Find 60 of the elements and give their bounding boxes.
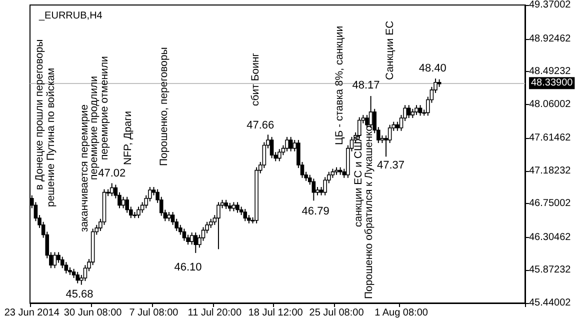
candlestick [194,232,198,254]
annotation: 48.17 [352,80,380,92]
x-tick-label: 1 Aug 08:00 [374,308,428,318]
candlestick [216,202,220,250]
annotation: в Донецке прошли переговоры [34,39,46,190]
annotation: 48.40 [418,62,446,74]
x-tick-label: 30 Jun 08:00 [64,308,122,318]
y-tick-label: 46.75002 [529,198,572,210]
annotation: сбит Боинг [250,52,262,106]
candlestick [285,136,289,152]
annotation: Порошенко обратился к Лукашенко [362,125,375,299]
candlestick [406,104,411,118]
candlestick [224,199,228,210]
annotation: 45.68 [66,288,94,300]
y-tick-label: 48.92462 [529,33,572,44]
annotation: ЦБ - ставка 8%, санкции [333,26,346,145]
candlestick [52,252,57,269]
annotation: перемирие отменили [98,56,110,160]
candlestick [410,108,415,118]
x-tick-label: 11 Jul 20:00 [188,308,242,318]
annotation: 46.79 [302,206,330,218]
annotation: Санкции ЕС [384,20,396,80]
x-tick-label: 18 Jul 12:00 [248,308,304,318]
y-tick-label: 48.49232 [529,66,572,78]
candlestick [414,104,418,116]
annotation: 47.37 [377,160,405,172]
x-tick-label: 25 Jul 08:00 [309,308,364,318]
candlestick [136,206,140,219]
x-tick-label: 23 Jun 2014 [4,308,60,318]
y-tick-label: 48.06002 [529,98,572,110]
annotation: 47.02 [98,168,126,180]
candlestick [288,136,293,152]
y-tick-label: 49.37002 [529,0,572,10]
text: _EURRUB,H4 [38,10,103,22]
ref-line-label: 48.33900 [531,78,574,89]
candlestick [121,196,126,209]
candlestick [418,104,422,116]
x-tick-label: 7 Jul 08:00 [129,308,179,318]
candlestick [312,178,316,202]
candlestick [110,182,114,197]
candlestick [76,271,80,284]
candlestick [396,121,400,132]
y-tick-label: 45.44002 [529,298,572,308]
candlestick [236,202,240,214]
candlestick [278,148,282,162]
candlestick [190,232,194,246]
y-tick-label: 47.18232 [529,165,572,176]
candlestick [243,208,248,222]
annotation: санкции ЕС и США [352,134,364,227]
annotation: Порошенко, переговоры [158,47,170,166]
candlestick [270,136,274,159]
annotation: 46.10 [174,262,202,274]
candlestick [167,212,171,222]
y-tick-label: 45.87232 [529,264,572,276]
y-tick-label: 47.61462 [529,132,572,144]
annotation: решение Путина по войскам [44,68,57,207]
annotation: заканчивается перемирие [78,104,90,232]
y-tick-label: 46.30462 [529,232,572,243]
annotation: NFP, Драги [122,110,134,165]
annotation: 47.66 [246,120,274,132]
